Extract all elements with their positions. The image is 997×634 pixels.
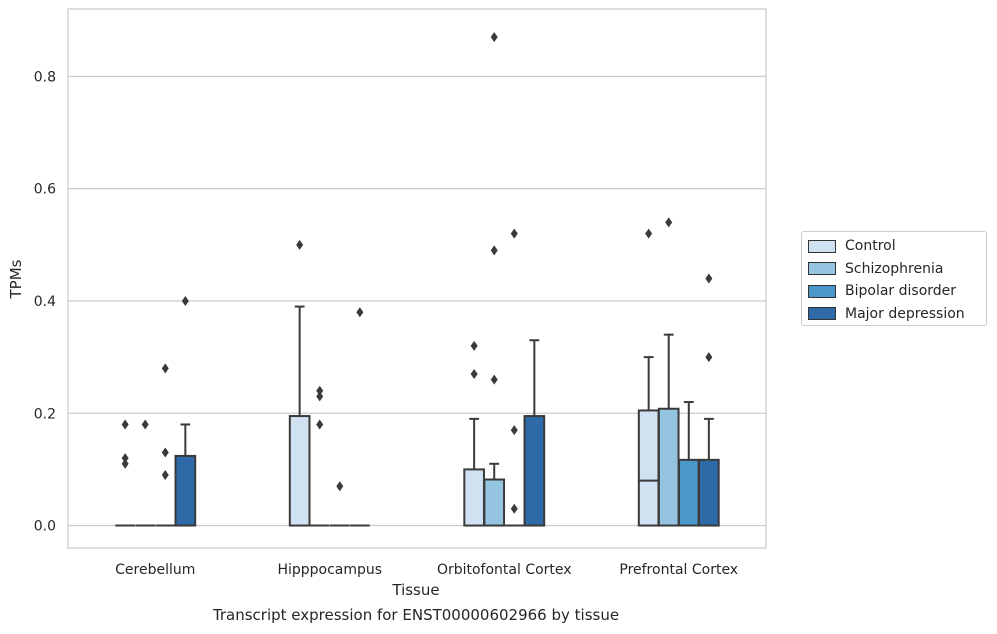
- box-group: [657, 217, 680, 527]
- outlier-point: [510, 503, 518, 514]
- outlier-point: [121, 458, 129, 469]
- y-tick-label: 0.8: [34, 69, 56, 85]
- legend-swatch-control: [808, 239, 836, 253]
- outlier-point: [316, 391, 324, 402]
- legend-swatch-bipolar-disorder: [808, 284, 836, 298]
- legend-label-schizophrenia: Schizophrenia: [845, 260, 944, 277]
- outlier-point: [121, 419, 129, 430]
- box-group: [309, 385, 330, 527]
- legend-item-major-depression: Major depression: [808, 303, 980, 326]
- box-group: [155, 363, 176, 527]
- outlier-point: [161, 447, 169, 458]
- outlier-point: [490, 374, 498, 385]
- box-group: [698, 273, 720, 527]
- y-tick-label: 0.4: [34, 294, 56, 310]
- box-group: [350, 307, 370, 527]
- x-tick-label: Cerebellum: [115, 562, 195, 578]
- outlier-point: [470, 368, 478, 379]
- legend-item-bipolar-disorder: Bipolar disorder: [808, 280, 980, 303]
- legend: Control Schizophrenia Bipolar disorder M…: [801, 231, 987, 326]
- outlier-point: [490, 245, 498, 256]
- outlier-point: [336, 481, 344, 492]
- x-tick-label: Prefrontal Cortex: [619, 562, 738, 578]
- outlier-point: [141, 419, 149, 430]
- legend-swatch-major-depression: [808, 307, 836, 321]
- outlier-point: [665, 217, 673, 228]
- x-tick-label: Hipppocampus: [277, 562, 382, 578]
- outlier-point: [181, 295, 189, 306]
- box-group: [174, 295, 197, 527]
- box-group: [329, 481, 350, 527]
- outlier-point: [490, 32, 498, 43]
- legend-label-major-depression: Major depression: [845, 305, 965, 322]
- x-tick-labels: Cerebellum Hipppocampus Orbitofontal Corte…: [115, 562, 738, 578]
- legend-label-control: Control: [845, 238, 896, 255]
- x-axis-label: Tissue: [391, 581, 439, 599]
- outlier-point: [296, 239, 304, 250]
- box-group: [677, 401, 700, 527]
- box: [677, 458, 700, 527]
- outlier-point: [510, 228, 518, 239]
- box-group: [483, 32, 506, 527]
- legend-item-schizophrenia: Schizophrenia: [808, 258, 980, 281]
- outlier-point: [470, 340, 478, 351]
- box-group: [115, 419, 135, 527]
- y-tick-label: 0.2: [34, 406, 56, 422]
- legend-item-control: Control: [808, 235, 980, 258]
- outlier-point: [510, 425, 518, 436]
- box: [657, 407, 680, 527]
- outlier-point: [161, 470, 169, 481]
- outlier-point: [705, 273, 713, 284]
- box-group: [135, 419, 156, 527]
- box: [483, 478, 506, 527]
- y-tick-labels: 0.0 0.2 0.4 0.6 0.8: [34, 69, 56, 534]
- box-group: [288, 239, 311, 527]
- box: [288, 415, 311, 527]
- outlier-point: [645, 228, 653, 239]
- outlier-point: [316, 385, 324, 396]
- outlier-point: [161, 363, 169, 374]
- y-axis-label: TPMs: [7, 259, 25, 299]
- box: [698, 458, 720, 527]
- y-tick-label: 0.6: [34, 182, 56, 198]
- box: [174, 454, 197, 527]
- legend-swatch-schizophrenia: [808, 262, 836, 276]
- legend-label-bipolar-disorder: Bipolar disorder: [845, 283, 957, 300]
- y-tick-label: 0.0: [34, 519, 56, 535]
- box: [523, 415, 546, 527]
- box: [463, 468, 485, 527]
- outlier-point: [356, 307, 364, 318]
- box-group: [504, 228, 525, 527]
- box: [637, 409, 660, 527]
- boxes: [115, 32, 720, 527]
- outlier-point: [705, 352, 713, 363]
- x-tick-label: Orbitofontal Cortex: [437, 562, 572, 578]
- outlier-point: [316, 419, 324, 430]
- box-group: [523, 339, 546, 527]
- chart-caption: Transcript expression for ENST0000060296…: [212, 606, 620, 624]
- outlier-point: [121, 453, 129, 464]
